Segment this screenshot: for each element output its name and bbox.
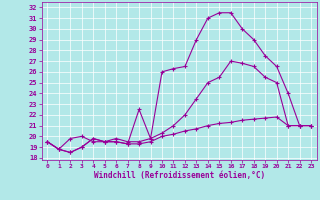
X-axis label: Windchill (Refroidissement éolien,°C): Windchill (Refroidissement éolien,°C) <box>94 171 265 180</box>
